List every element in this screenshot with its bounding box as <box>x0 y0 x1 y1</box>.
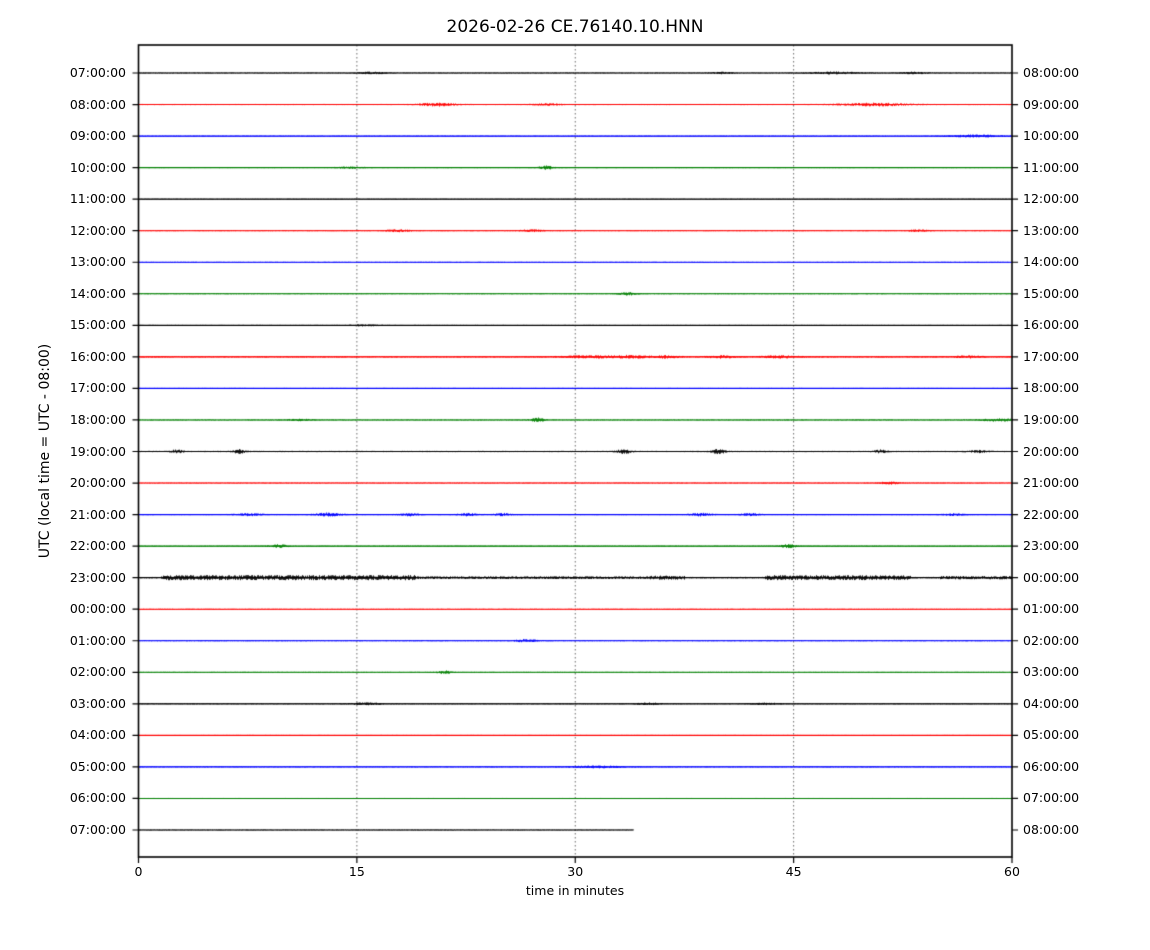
utc-time-label: 07:00:00 <box>69 822 126 837</box>
utc-time-label: 15:00:00 <box>69 317 126 333</box>
local-time-label: 05:00:00 <box>1023 727 1080 743</box>
local-time-label: 12:00:00 <box>1023 191 1080 207</box>
utc-time-label: 09:00:00 <box>69 128 126 144</box>
x-tick-label: 0 <box>134 864 143 879</box>
local-time-label: 18:00:00 <box>1023 380 1080 396</box>
utc-time-label: 10:00:00 <box>69 159 126 175</box>
local-time-label: 10:00:00 <box>1023 128 1080 144</box>
utc-time-label: 12:00:00 <box>69 222 126 238</box>
utc-time-label: 03:00:00 <box>69 695 126 711</box>
utc-time-label: 04:00:00 <box>69 727 126 743</box>
utc-time-label: 23:00:00 <box>69 569 126 585</box>
utc-time-label: 01:00:00 <box>69 632 126 648</box>
utc-time-label: 11:00:00 <box>69 191 126 207</box>
local-time-label: 08:00:00 <box>1023 65 1080 80</box>
x-tick-label: 45 <box>785 864 802 879</box>
local-time-label: 16:00:00 <box>1023 317 1080 333</box>
utc-time-label: 05:00:00 <box>69 758 126 774</box>
local-time-label: 03:00:00 <box>1023 664 1080 680</box>
local-time-label: 00:00:00 <box>1023 569 1080 585</box>
utc-time-label: 16:00:00 <box>69 348 126 364</box>
utc-time-label: 00:00:00 <box>69 601 126 617</box>
local-time-label: 13:00:00 <box>1023 222 1080 238</box>
utc-time-label: 14:00:00 <box>69 285 126 301</box>
y-axis-label: UTC (local time = UTC - 08:00) <box>37 343 53 559</box>
utc-time-label: 07:00:00 <box>69 65 126 80</box>
utc-time-label: 08:00:00 <box>69 96 126 112</box>
local-time-label: 20:00:00 <box>1023 443 1080 459</box>
utc-time-label: 20:00:00 <box>69 475 126 491</box>
utc-time-label: 21:00:00 <box>69 506 126 522</box>
local-time-label: 22:00:00 <box>1023 506 1080 522</box>
utc-time-label: 19:00:00 <box>69 443 126 459</box>
local-time-label: 07:00:00 <box>1023 790 1080 806</box>
x-axis-label: time in minutes <box>525 883 625 898</box>
local-time-label: 14:00:00 <box>1023 254 1080 270</box>
local-time-label: 11:00:00 <box>1023 159 1080 175</box>
local-time-label: 23:00:00 <box>1023 538 1080 554</box>
x-tick-label: 30 <box>567 864 584 879</box>
x-tick-label: 60 <box>1004 864 1020 879</box>
utc-time-label: 18:00:00 <box>69 411 126 427</box>
x-tick-label: 15 <box>348 864 365 879</box>
utc-time-label: 22:00:00 <box>69 538 126 554</box>
utc-time-label: 17:00:00 <box>69 380 126 396</box>
local-time-label: 01:00:00 <box>1023 601 1080 617</box>
chart-title: 2026-02-26 CE.76140.10.HNN <box>446 17 704 37</box>
local-time-label: 17:00:00 <box>1023 348 1080 364</box>
local-time-label: 15:00:00 <box>1023 285 1080 301</box>
local-time-label: 08:00:00 <box>1023 822 1080 837</box>
utc-time-label: 02:00:00 <box>69 664 126 680</box>
local-time-label: 02:00:00 <box>1023 632 1080 648</box>
local-time-label: 04:00:00 <box>1023 695 1080 711</box>
local-time-label: 09:00:00 <box>1023 96 1080 112</box>
local-time-label: 06:00:00 <box>1023 758 1080 774</box>
utc-time-label: 13:00:00 <box>69 254 126 270</box>
local-time-label: 19:00:00 <box>1023 411 1080 427</box>
utc-time-label: 06:00:00 <box>69 790 126 806</box>
local-time-label: 21:00:00 <box>1023 475 1080 491</box>
